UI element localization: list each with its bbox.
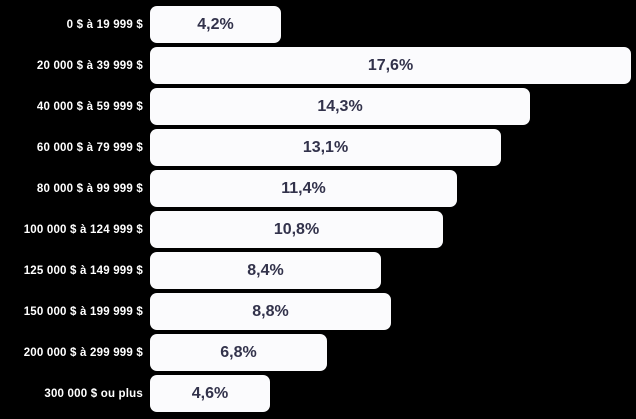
category-label: 0 $ à 19 999 $ xyxy=(66,18,143,31)
value-label: 17,6% xyxy=(367,56,414,74)
category-label: 80 000 $ à 99 999 $ xyxy=(36,182,143,195)
chart-row: 40 000 $ à 59 999 $ 14,3% xyxy=(0,88,636,125)
category-label: 300 000 $ ou plus xyxy=(44,387,143,400)
chart-row: 125 000 $ à 149 999 $ 8,4% xyxy=(0,252,636,289)
bar-area: 6,8% xyxy=(150,334,636,371)
bar-area: 4,2% xyxy=(150,6,636,43)
bar: 10,8% xyxy=(150,211,443,248)
value-label: 4,2% xyxy=(197,15,234,33)
chart-row: 100 000 $ à 124 999 $ 10,8% xyxy=(0,211,636,248)
category-label: 40 000 $ à 59 999 $ xyxy=(36,100,143,113)
chart-row: 150 000 $ à 199 999 $ 8,8% xyxy=(0,293,636,330)
value-label: 10,8% xyxy=(273,220,320,238)
bar: 17,6% xyxy=(150,47,631,84)
value-label: 14,3% xyxy=(317,97,363,115)
value-label: 8,8% xyxy=(252,302,289,320)
bar-area: 17,6% xyxy=(150,47,636,84)
bar: 4,6% xyxy=(150,375,270,412)
value-label: 8,4% xyxy=(247,261,284,279)
chart-row: 60 000 $ à 79 999 $ 13,1% xyxy=(0,129,636,166)
category-label: 20 000 $ à 39 999 $ xyxy=(36,59,143,72)
bar-area: 8,4% xyxy=(150,252,636,289)
value-label: 13,1% xyxy=(302,138,349,156)
bar: 6,8% xyxy=(150,334,327,371)
value-label: 4,6% xyxy=(191,384,229,402)
chart-row: 200 000 $ à 299 999 $ 6,8% xyxy=(0,334,636,371)
category-label: 150 000 $ à 199 999 $ xyxy=(23,305,143,318)
bar: 8,8% xyxy=(150,293,391,330)
bar-area: 13,1% xyxy=(150,129,636,166)
category-label: 125 000 $ à 149 999 $ xyxy=(23,264,143,277)
bar: 4,2% xyxy=(150,6,281,43)
bar-area: 4,6% xyxy=(150,375,636,412)
chart-row: 20 000 $ à 39 999 $ 17,6% xyxy=(0,47,636,84)
bar: 14,3% xyxy=(150,88,530,125)
category-label: 60 000 $ à 79 999 $ xyxy=(36,141,143,154)
bar: 11,4% xyxy=(150,170,457,207)
chart-row: 300 000 $ ou plus 4,6% xyxy=(0,375,636,412)
value-label: 6,8% xyxy=(220,343,257,361)
category-label: 100 000 $ à 124 999 $ xyxy=(23,223,143,236)
bar-area: 11,4% xyxy=(150,170,636,207)
bar: 8,4% xyxy=(150,252,381,289)
chart-row: 0 $ à 19 999 $ 4,2% xyxy=(0,6,636,43)
value-label: 11,4% xyxy=(281,179,326,197)
bar-area: 8,8% xyxy=(150,293,636,330)
bar-area: 10,8% xyxy=(150,211,636,248)
chart-row: 80 000 $ à 99 999 $ 11,4% xyxy=(0,170,636,207)
bar: 13,1% xyxy=(150,129,501,166)
category-label: 200 000 $ à 299 999 $ xyxy=(23,346,143,359)
bar-area: 14,3% xyxy=(150,88,636,125)
